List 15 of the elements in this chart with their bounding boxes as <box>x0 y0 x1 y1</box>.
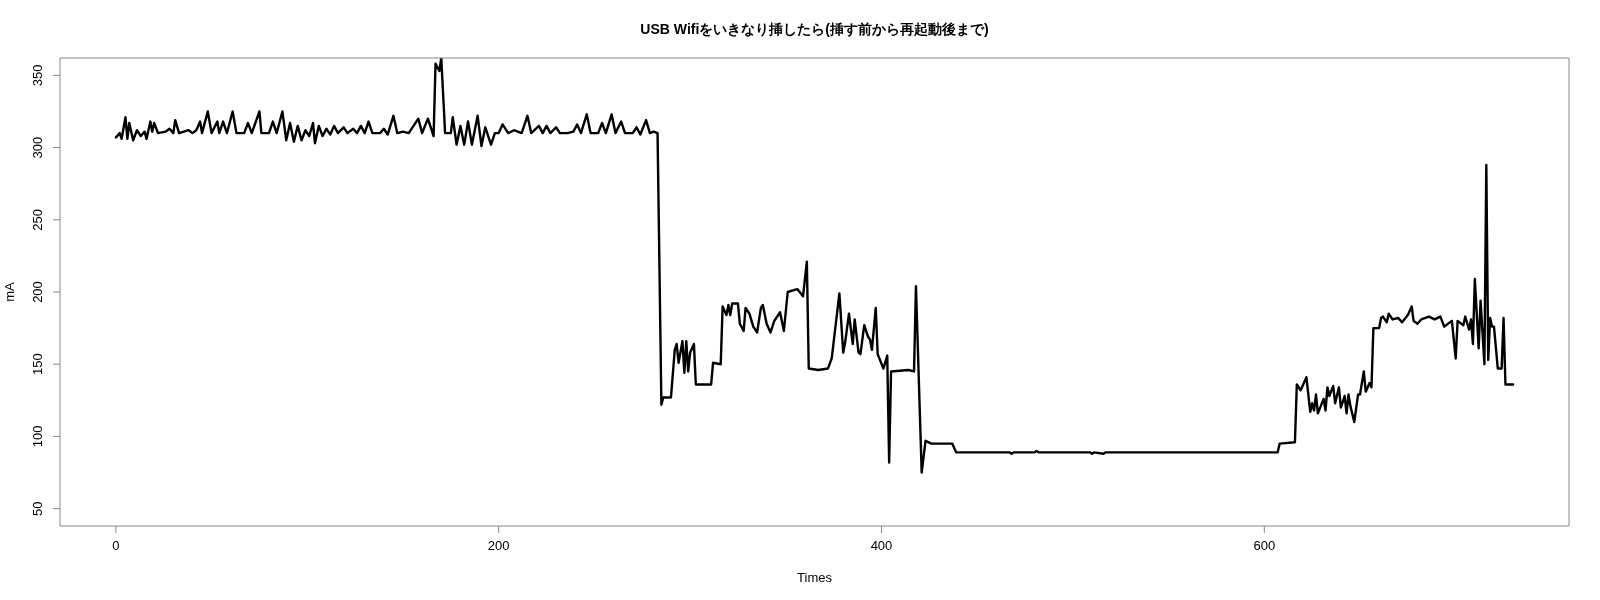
x-tick-label: 0 <box>112 538 120 554</box>
x-axis-title: Times <box>797 570 833 585</box>
x-tick-label: 600 <box>1253 538 1276 554</box>
y-tick-label: 350 <box>30 64 45 87</box>
y-tick-label: 50 <box>30 501 45 516</box>
y-tick-label: 250 <box>30 208 45 231</box>
x-tick-label: 200 <box>487 538 510 554</box>
y-tick-label: 150 <box>30 353 45 376</box>
y-tick-label: 100 <box>30 425 45 448</box>
x-tick-label: 400 <box>870 538 893 554</box>
line-series <box>114 58 1515 474</box>
y-tick-label: 200 <box>30 281 45 303</box>
y-axis-title: mA <box>2 281 17 302</box>
y-tick-label: 300 <box>30 136 45 159</box>
chart-title: USB Wifiをいきなり挿したら(挿す前から再起動後まで) <box>639 20 990 38</box>
